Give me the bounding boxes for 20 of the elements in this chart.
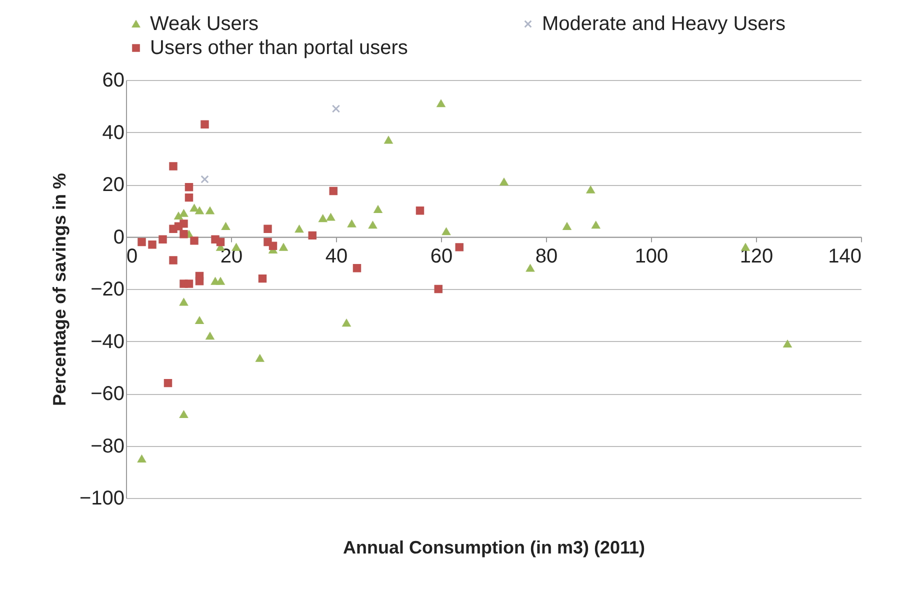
legend-label: Moderate and Heavy Users xyxy=(542,13,786,35)
x-tick-label: 100 xyxy=(634,245,668,268)
y-tick-label: −40 xyxy=(90,330,124,353)
y-tick-label: −60 xyxy=(90,383,124,405)
x-tick-label: 80 xyxy=(535,245,558,268)
x-tick-label: 40 xyxy=(325,245,348,268)
y-tick-label: 40 xyxy=(102,122,124,144)
y-axis-title: Percentage of savings in % xyxy=(49,172,70,406)
x-tick-label: 120 xyxy=(740,245,774,268)
legend-label: Weak Users xyxy=(150,13,259,35)
y-tick-label: −20 xyxy=(90,278,124,300)
x-axis-title: Annual Consumption (in m3) (2011) xyxy=(342,538,646,558)
y-tick-label: −80 xyxy=(90,435,124,458)
y-tick-label: 20 xyxy=(102,174,124,196)
legend-label: Users other than portal users xyxy=(150,37,408,59)
x-tick-label: 140 xyxy=(828,245,862,268)
y-tick-label: −100 xyxy=(79,488,124,510)
x-tick-label: 60 xyxy=(430,245,453,268)
y-tick-label: 60 xyxy=(102,70,124,92)
y-tick-label: 0 xyxy=(113,226,124,248)
